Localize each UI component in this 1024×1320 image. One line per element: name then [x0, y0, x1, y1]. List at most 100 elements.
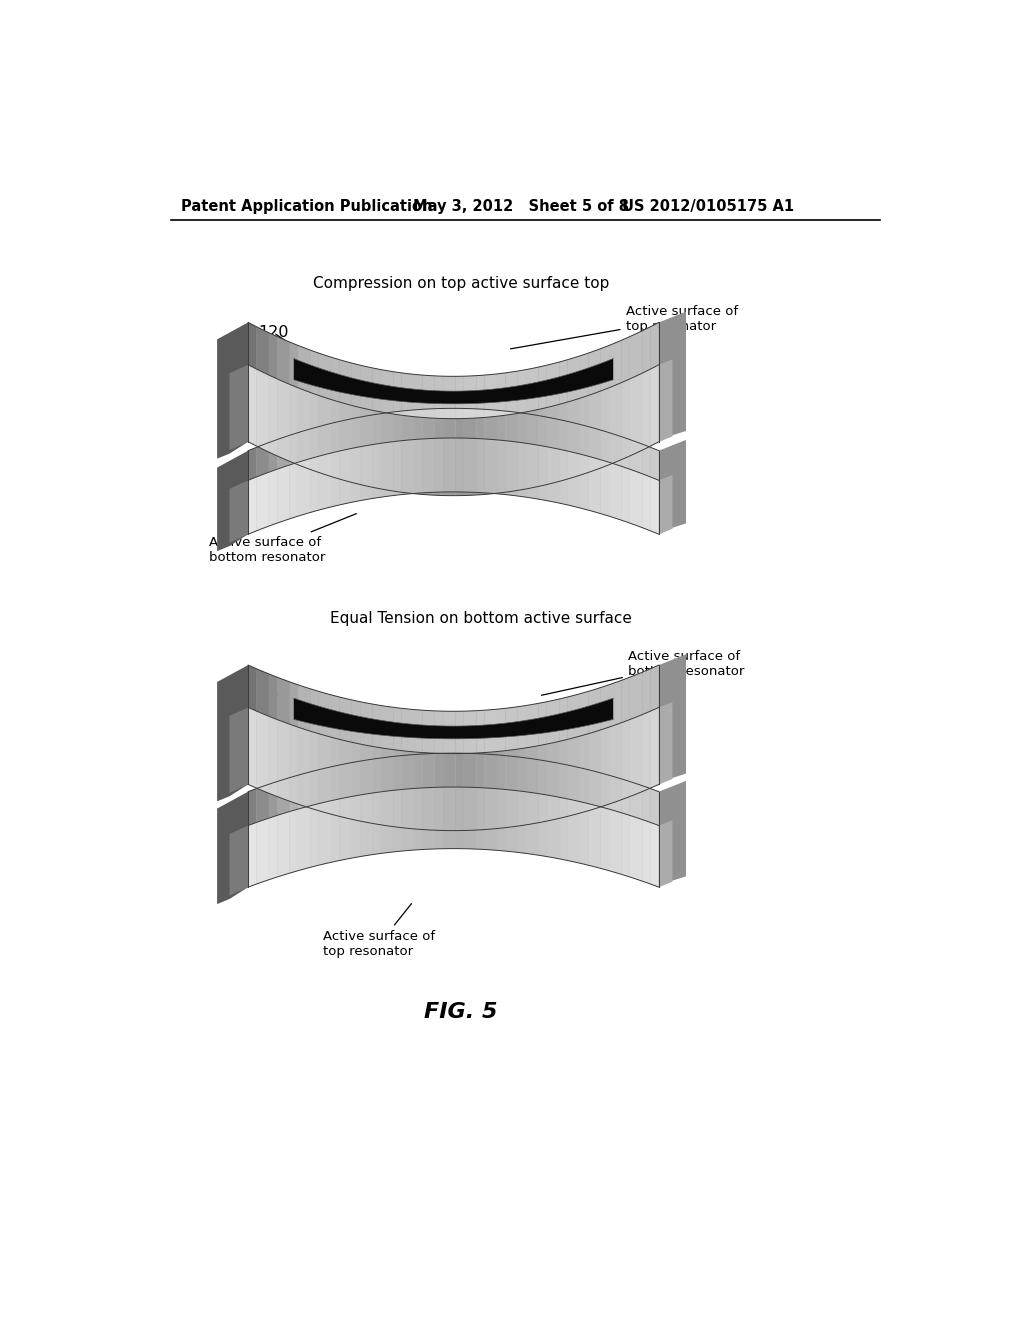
Polygon shape	[609, 433, 622, 466]
Polygon shape	[294, 698, 613, 739]
Polygon shape	[318, 692, 331, 737]
Polygon shape	[393, 708, 401, 751]
Polygon shape	[601, 346, 609, 391]
Polygon shape	[539, 445, 547, 500]
Polygon shape	[539, 408, 547, 486]
Polygon shape	[422, 409, 435, 440]
Polygon shape	[559, 697, 567, 742]
Polygon shape	[360, 793, 373, 857]
Polygon shape	[217, 450, 248, 552]
Polygon shape	[589, 770, 601, 807]
Polygon shape	[443, 754, 456, 830]
Polygon shape	[401, 411, 414, 441]
Polygon shape	[443, 754, 456, 787]
Polygon shape	[630, 714, 642, 796]
Polygon shape	[318, 801, 331, 865]
Polygon shape	[622, 779, 630, 816]
Polygon shape	[310, 457, 318, 512]
Polygon shape	[278, 719, 290, 801]
Polygon shape	[393, 755, 401, 791]
Polygon shape	[360, 759, 373, 795]
Polygon shape	[518, 705, 526, 748]
Polygon shape	[650, 447, 658, 480]
Polygon shape	[518, 756, 526, 792]
Polygon shape	[456, 754, 464, 787]
Polygon shape	[373, 792, 381, 854]
Polygon shape	[609, 722, 622, 804]
Polygon shape	[497, 440, 506, 495]
Polygon shape	[567, 356, 580, 403]
Polygon shape	[658, 702, 673, 784]
Polygon shape	[658, 475, 673, 535]
Polygon shape	[456, 376, 464, 418]
Polygon shape	[589, 804, 601, 869]
Polygon shape	[298, 388, 310, 470]
Polygon shape	[456, 754, 464, 830]
Polygon shape	[393, 789, 401, 851]
Polygon shape	[360, 744, 373, 824]
Polygon shape	[373, 444, 381, 499]
Polygon shape	[339, 359, 352, 405]
Polygon shape	[443, 418, 456, 495]
Polygon shape	[414, 417, 422, 495]
Polygon shape	[630, 781, 642, 820]
Polygon shape	[456, 408, 464, 438]
Polygon shape	[456, 418, 464, 495]
Polygon shape	[435, 376, 443, 418]
Polygon shape	[609, 809, 622, 874]
Polygon shape	[414, 440, 422, 494]
Polygon shape	[456, 711, 464, 754]
Polygon shape	[248, 364, 658, 495]
Polygon shape	[567, 737, 580, 816]
Polygon shape	[318, 352, 331, 400]
Polygon shape	[476, 752, 484, 830]
Text: Patent Application Publication: Patent Application Publication	[180, 199, 432, 214]
Polygon shape	[539, 760, 547, 795]
Polygon shape	[381, 756, 393, 792]
Polygon shape	[298, 685, 310, 731]
Polygon shape	[339, 697, 352, 742]
Polygon shape	[601, 727, 609, 807]
Polygon shape	[630, 440, 642, 474]
Polygon shape	[414, 752, 422, 829]
Polygon shape	[414, 409, 422, 440]
Polygon shape	[506, 755, 518, 791]
Polygon shape	[290, 809, 298, 873]
Polygon shape	[422, 787, 435, 850]
Polygon shape	[506, 789, 518, 853]
Polygon shape	[559, 763, 567, 799]
Polygon shape	[547, 446, 559, 503]
Text: Equal Tension on bottom active surface: Equal Tension on bottom active surface	[330, 611, 632, 627]
Polygon shape	[290, 682, 298, 727]
Polygon shape	[318, 734, 331, 814]
Polygon shape	[609, 462, 622, 520]
Polygon shape	[464, 787, 476, 849]
Polygon shape	[497, 411, 506, 441]
Polygon shape	[476, 417, 484, 495]
Polygon shape	[476, 754, 484, 788]
Polygon shape	[567, 799, 580, 863]
Polygon shape	[497, 416, 506, 494]
Polygon shape	[589, 457, 601, 513]
Polygon shape	[497, 751, 506, 829]
Polygon shape	[331, 799, 339, 862]
Polygon shape	[331, 694, 339, 739]
Polygon shape	[401, 755, 414, 789]
Polygon shape	[248, 438, 658, 535]
Polygon shape	[256, 818, 269, 884]
Polygon shape	[310, 731, 318, 810]
Polygon shape	[352, 405, 360, 484]
Polygon shape	[650, 822, 658, 887]
Polygon shape	[393, 411, 401, 442]
Polygon shape	[464, 754, 476, 788]
Polygon shape	[443, 376, 456, 418]
Polygon shape	[298, 727, 310, 808]
Polygon shape	[401, 751, 414, 829]
Polygon shape	[559, 797, 567, 861]
Polygon shape	[318, 424, 331, 457]
Polygon shape	[526, 367, 539, 412]
Polygon shape	[318, 396, 331, 477]
Polygon shape	[294, 359, 613, 404]
Polygon shape	[601, 807, 609, 871]
Polygon shape	[642, 785, 650, 822]
